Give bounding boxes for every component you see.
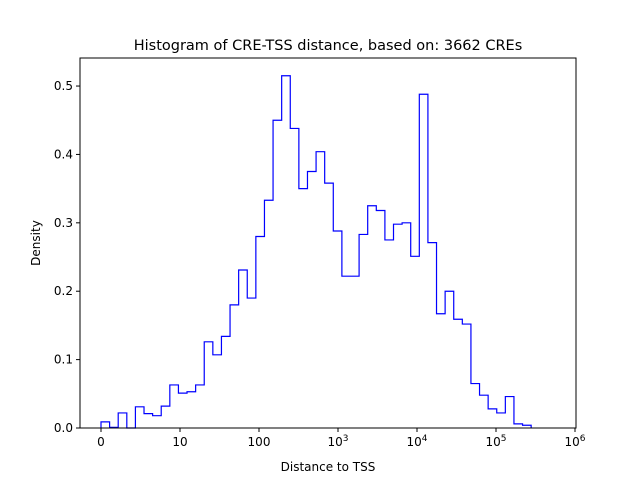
y-tick-label: 0.2	[54, 284, 73, 298]
plot-frame	[79, 57, 577, 429]
y-tick-label: 0.0	[54, 421, 73, 435]
x-tick-label: 103	[327, 434, 348, 449]
x-tick-label: 104	[406, 434, 427, 449]
x-tick-label: 106	[564, 434, 585, 449]
y-tick-label: 0.3	[54, 216, 73, 230]
y-tick-label: 0.5	[54, 79, 73, 93]
y-tick-label: 0.1	[54, 353, 73, 367]
x-axis-label: Distance to TSS	[281, 460, 376, 474]
chart-title: Histogram of CRE-TSS distance, based on:…	[134, 38, 523, 54]
x-tick-label: 10	[172, 435, 187, 449]
x-tick-label: 0	[97, 435, 105, 449]
y-tick-label: 0.4	[54, 147, 73, 161]
x-tick-label: 100	[248, 435, 271, 449]
x-tick-label: 105	[485, 434, 506, 449]
histogram-step-line	[100, 75, 532, 429]
y-axis-label: Density	[29, 220, 43, 266]
